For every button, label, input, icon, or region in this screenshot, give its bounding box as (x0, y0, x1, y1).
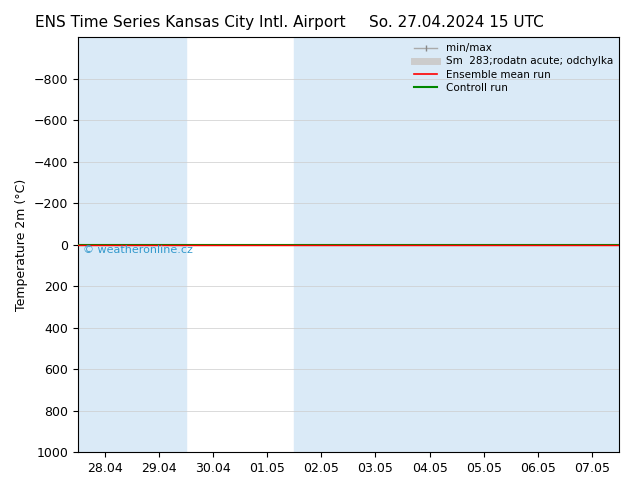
Legend: min/max, Sm  283;rodatn acute; odchylka, Ensemble mean run, Controll run: min/max, Sm 283;rodatn acute; odchylka, … (410, 39, 617, 97)
Bar (511, 37, 619, 452)
Text: ENS Time Series Kansas City Intl. Airport: ENS Time Series Kansas City Intl. Airpor… (35, 15, 346, 30)
Bar (294, 37, 403, 452)
Y-axis label: Temperature 2m (°C): Temperature 2m (°C) (15, 178, 28, 311)
Text: © weatheronline.cz: © weatheronline.cz (83, 245, 193, 255)
Bar (403, 37, 511, 452)
Bar (78, 37, 186, 452)
Text: So. 27.04.2024 15 UTC: So. 27.04.2024 15 UTC (369, 15, 544, 30)
